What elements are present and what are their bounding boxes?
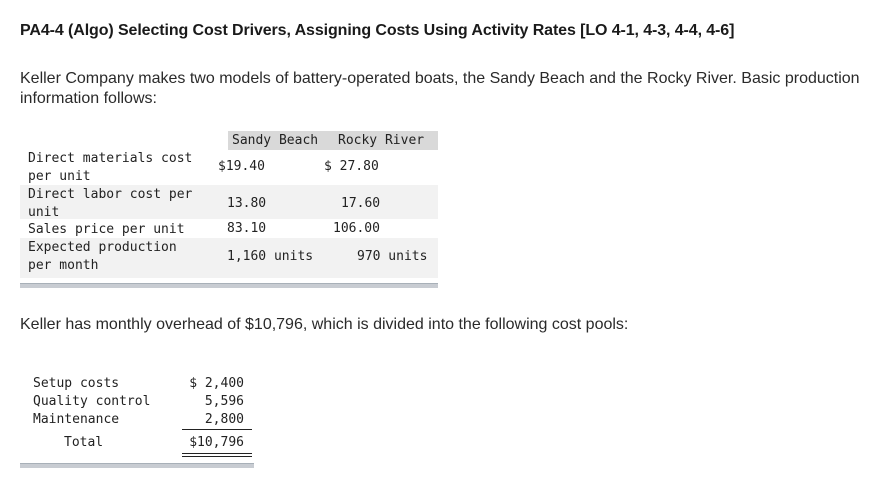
subtotal-rule [182,429,252,430]
overhead-paragraph: Keller has monthly overhead of $10,796, … [20,316,629,333]
table-bottom-border [20,463,254,468]
header-background [228,131,438,150]
intro-paragraph: Keller Company makes two models of batte… [20,70,860,107]
table-row: Direct labor cost per unit 13.80 17.60 [20,185,438,220]
row-label-cont: unit [28,205,60,220]
cost-pool-amount: 2,800 [204,412,244,427]
total-amount: $10,796 [189,435,244,450]
table-bottom-border [20,283,438,288]
total-label: Total [64,435,104,450]
table-row: Expected production per month 1,160 unit… [20,238,438,278]
problem-title: PA4-4 (Algo) Selecting Cost Drivers, Ass… [20,22,735,39]
cost-pool-label: Maintenance [33,412,120,427]
total-double-rule-top [182,453,252,454]
row-label: Sales price per unit [28,222,185,237]
production-table-header: Sandy Beach Rocky River [20,131,438,150]
sandy-value: 83.10 [227,221,267,236]
row-label: Expected production [28,240,177,255]
rocky-value: 970 units [357,249,428,264]
table-row: Sales price per unit 83.10 106.00 [20,220,438,238]
cost-pool-amount: $ 2,400 [189,376,244,391]
header-rocky-river: Rocky River [338,133,425,148]
cost-pools-table: Setup costs $ 2,400 Quality control 5,59… [20,372,254,468]
rocky-value: 106.00 [333,221,380,236]
cost-pool-label: Quality control [33,394,151,409]
header-sandy-beach: Sandy Beach [232,133,319,148]
sandy-value: 13.80 [227,196,267,211]
cost-pool-label: Setup costs [33,376,120,391]
cost-pool-amount: 5,596 [204,394,244,409]
row-label: Direct materials cost [28,151,193,166]
rocky-value: 17.60 [341,196,381,211]
row-label-cont: per unit [28,169,91,184]
sandy-value: $19.40 [218,159,265,174]
cost-pools-background [20,372,254,462]
sandy-value: 1,160 units [227,249,314,264]
table-row: Direct materials cost per unit $19.40 $ … [20,150,438,184]
rocky-value: $ 27.80 [324,159,379,174]
row-label: Direct labor cost per [28,187,193,202]
row-label-cont: per month [28,258,99,273]
total-double-rule-bottom [182,456,252,457]
